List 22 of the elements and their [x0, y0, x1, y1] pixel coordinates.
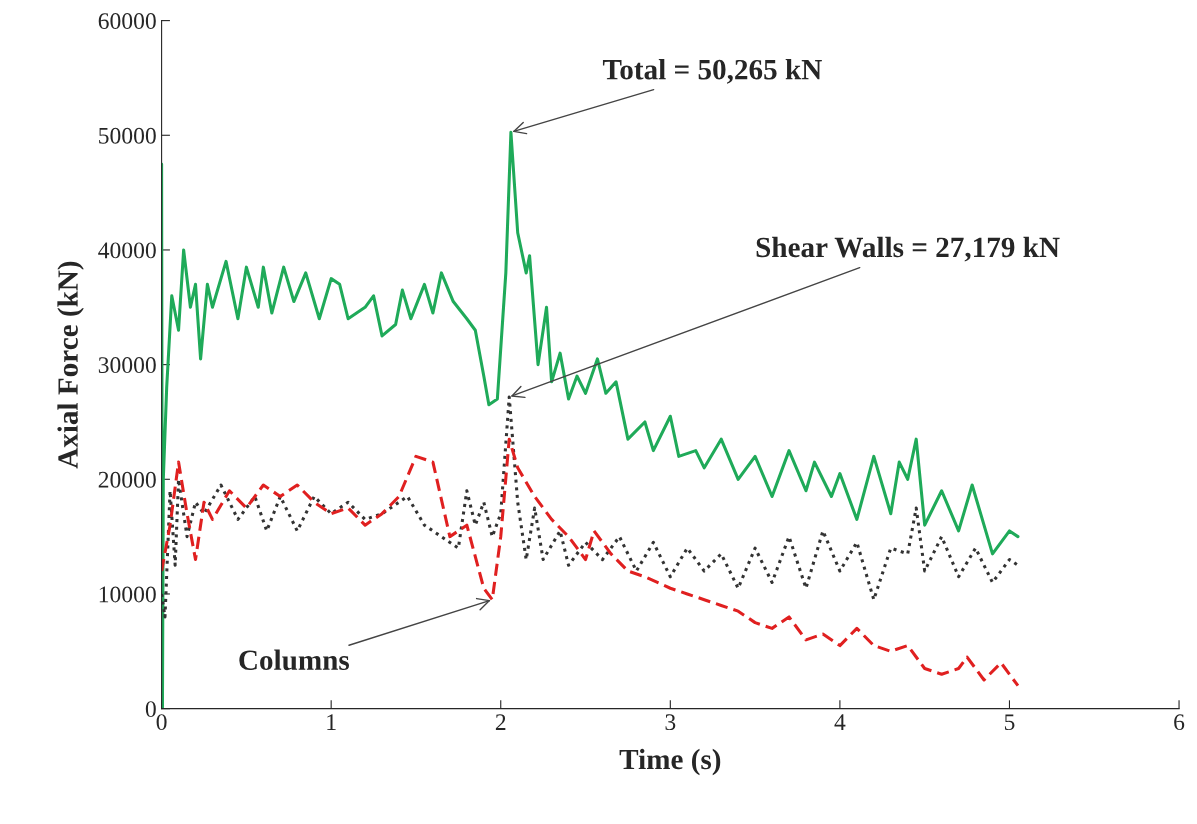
- y-tick-label: 50000: [99, 127, 156, 144]
- x-tick-label: 1: [327, 714, 336, 730]
- x-tick-label: 5: [1004, 714, 1015, 731]
- line-series: [161, 130, 1020, 709]
- y-tick-label: 30000: [98, 357, 156, 374]
- line-series: [161, 395, 1020, 619]
- x-tick-label: 6: [1174, 714, 1185, 731]
- x-tick-label: 3: [665, 714, 676, 731]
- y-tick-label: 10000: [99, 586, 156, 603]
- y-tick-label: 0: [145, 701, 156, 718]
- y-tick-label: 20000: [98, 471, 156, 488]
- line-series: [161, 437, 1020, 688]
- x-axis-title: Time (s): [619, 748, 721, 776]
- annotation: Shear Walls = 27,179 kN: [756, 236, 1060, 262]
- annotation: Total = 50,265 kN: [602, 58, 822, 84]
- y-axis-title: Axial Force (kN): [57, 261, 84, 469]
- annotation: Columns: [239, 649, 350, 671]
- y-tick-label: 40000: [98, 242, 156, 259]
- y-tick-label: 60000: [98, 13, 156, 30]
- x-tick-label: 2: [495, 714, 506, 730]
- x-tick-label: 0: [156, 714, 167, 731]
- x-tick-label: 4: [834, 714, 846, 730]
